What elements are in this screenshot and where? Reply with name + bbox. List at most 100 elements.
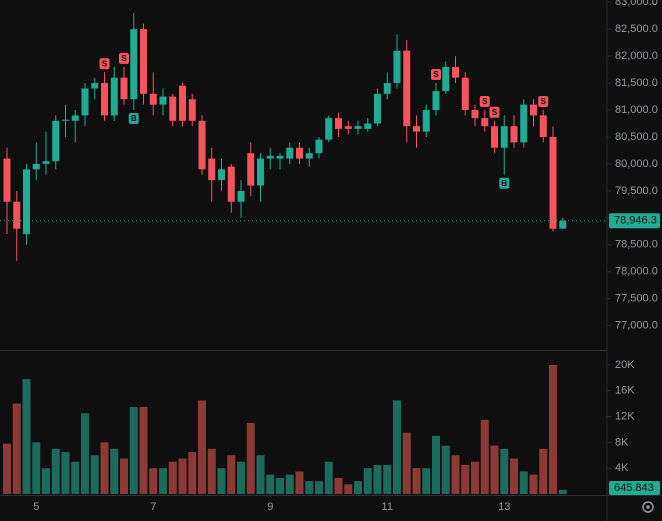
candle-body	[452, 66, 459, 78]
candle-body	[539, 115, 547, 137]
candle-body	[315, 139, 323, 154]
candle-body	[13, 201, 21, 229]
settings-icon[interactable]	[642, 501, 654, 513]
volume-tick-label: 4K	[615, 462, 629, 474]
volume-bar	[393, 400, 401, 494]
candle-body	[403, 50, 411, 127]
candle-body	[42, 161, 50, 164]
x-tick-label: 7	[150, 501, 156, 513]
candle-body	[3, 158, 11, 202]
candle-body	[218, 169, 225, 181]
volume-bar	[324, 461, 333, 494]
candle-body	[120, 77, 128, 100]
volume-bar	[558, 489, 567, 494]
candle-body	[491, 126, 498, 148]
volume-bar	[354, 481, 362, 494]
volume-bar	[120, 458, 128, 494]
x-tick-label: 13	[498, 501, 510, 513]
y-tick-label: 83,000.0	[615, 0, 658, 8]
volume-tick-label: 12K	[615, 410, 635, 422]
volume-bar	[100, 442, 109, 494]
y-tick-label: 78,500.0	[615, 239, 658, 251]
volume-tick-label: 20K	[615, 359, 635, 371]
candle-body	[23, 169, 30, 235]
candle-body	[247, 153, 255, 186]
candle-body	[344, 126, 352, 129]
volume-bar	[363, 468, 372, 494]
candle-body	[237, 190, 245, 202]
candle-body	[374, 93, 381, 124]
volume-bar	[178, 458, 187, 494]
candle-body	[140, 29, 147, 94]
signal-badge	[99, 58, 110, 70]
y-tick-label: 82,500.0	[615, 23, 658, 35]
volume-bar	[110, 448, 119, 494]
y-tick-label: 82,000.0	[615, 50, 658, 62]
volume-bar	[500, 448, 509, 494]
signal-label: S	[433, 70, 439, 79]
settings-gear[interactable]	[642, 501, 654, 513]
x-tick-label: 5	[33, 501, 39, 513]
signal-badge	[128, 113, 139, 125]
candle-body	[286, 147, 294, 159]
volume-bar	[490, 445, 499, 494]
signal-badge	[431, 69, 441, 81]
x-tick-label: 11	[382, 501, 393, 513]
candle-body	[413, 126, 420, 132]
candle-body	[510, 126, 518, 143]
candle-body	[383, 83, 391, 94]
volume-bar	[42, 468, 50, 494]
volume-bar	[22, 379, 31, 494]
candle-body	[354, 126, 362, 129]
y-tick-label: 80,000.0	[615, 158, 658, 170]
y-tick-label: 77,500.0	[615, 293, 658, 305]
candle-body	[266, 155, 274, 159]
signal-badge	[489, 106, 500, 118]
signal-label: S	[541, 97, 547, 106]
volume-bar	[256, 455, 265, 494]
last-price-label: 78,946.3	[614, 215, 657, 227]
candle-body	[71, 115, 79, 121]
volume-bar	[198, 400, 206, 494]
volume-bar	[344, 484, 353, 494]
volume-bar	[32, 442, 41, 494]
volume-bar	[237, 461, 245, 494]
candle-body	[91, 83, 99, 89]
volume-bar	[480, 419, 489, 494]
signal-badge	[119, 52, 129, 64]
volume-tick-label: 16K	[615, 385, 635, 397]
last-price-box	[609, 213, 660, 229]
candle-body	[188, 99, 196, 121]
signal-label: S	[102, 59, 108, 68]
volume-bar	[422, 468, 431, 494]
volume-bar	[383, 464, 392, 494]
candle-body	[169, 96, 177, 121]
candle-body	[257, 158, 264, 186]
volume-bar	[266, 474, 275, 494]
y-tick-label: 78,000.0	[615, 266, 658, 278]
candle-body	[32, 163, 40, 170]
candle-body	[149, 93, 157, 105]
candle-body	[101, 83, 108, 116]
volume-bar	[451, 455, 460, 494]
candle-body	[276, 155, 284, 159]
candle-body	[432, 91, 440, 111]
candle-body	[52, 120, 60, 162]
volume-bar	[217, 468, 226, 494]
candle-body	[110, 77, 118, 116]
candle-body	[179, 85, 186, 121]
volume-bar	[461, 464, 470, 494]
volume-bar	[51, 448, 60, 494]
volume-bar	[188, 452, 197, 494]
settings-hub[interactable]	[646, 505, 650, 509]
candle-body	[208, 158, 216, 181]
volume-bar	[373, 464, 382, 494]
candle-body	[481, 118, 489, 127]
volume-bar	[539, 448, 548, 494]
volume-bar	[129, 406, 138, 494]
volume-bar	[305, 481, 314, 494]
volume-bar	[334, 477, 343, 494]
